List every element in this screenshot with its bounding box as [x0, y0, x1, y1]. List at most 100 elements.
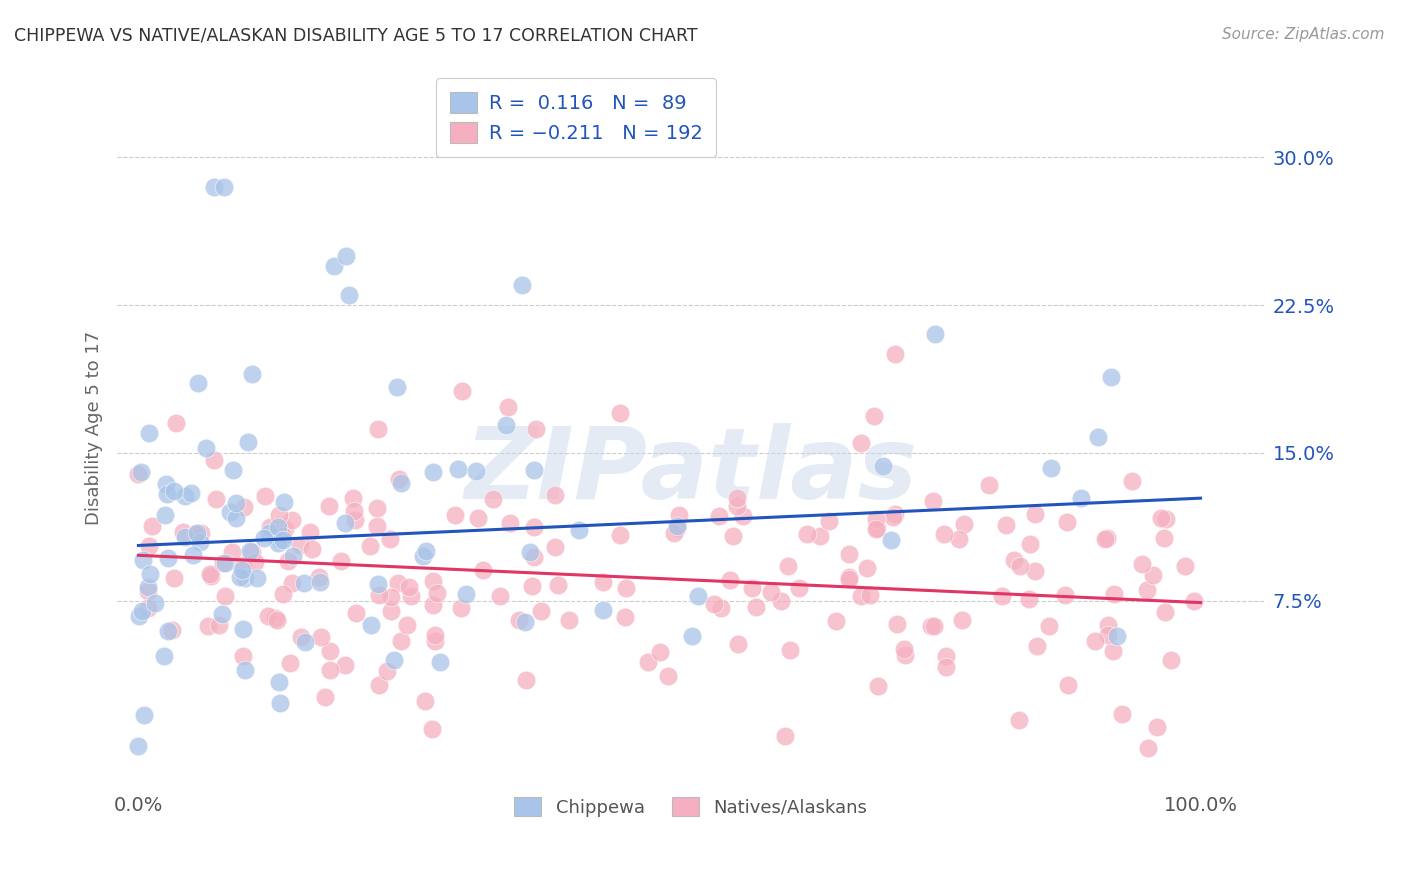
Point: [824, 614, 846, 628]
Point: [204, 492, 226, 507]
Point: [138, 539, 160, 553]
Point: [141, 518, 163, 533]
Point: [131, 465, 153, 479]
Point: [163, 571, 186, 585]
Point: [808, 529, 831, 543]
Point: [779, 643, 801, 657]
Point: [818, 514, 841, 528]
Point: [1097, 618, 1119, 632]
Point: [231, 563, 253, 577]
Point: [856, 560, 879, 574]
Point: [893, 642, 915, 657]
Point: [515, 615, 537, 629]
Point: [229, 570, 252, 584]
Point: [865, 522, 887, 536]
Point: [134, 708, 156, 723]
Point: [523, 550, 546, 565]
Point: [368, 588, 391, 602]
Point: [174, 530, 197, 544]
Text: ZIPatlas: ZIPatlas: [464, 423, 917, 520]
Point: [731, 509, 754, 524]
Point: [232, 558, 254, 572]
Point: [225, 511, 247, 525]
Point: [422, 574, 444, 588]
Point: [796, 526, 818, 541]
Point: [391, 475, 413, 490]
Point: [281, 513, 304, 527]
Point: [884, 507, 907, 521]
Point: [281, 576, 304, 591]
Point: [1099, 370, 1122, 384]
Point: [1121, 474, 1143, 488]
Point: [155, 477, 177, 491]
Point: [838, 572, 860, 586]
Y-axis label: Disability Age 5 to 17: Disability Age 5 to 17: [86, 331, 103, 525]
Point: [254, 489, 277, 503]
Point: [197, 619, 219, 633]
Point: [467, 511, 489, 525]
Point: [330, 554, 353, 568]
Point: [298, 524, 321, 539]
Point: [271, 587, 294, 601]
Point: [1002, 552, 1025, 566]
Point: [127, 739, 149, 754]
Text: Source: ZipAtlas.com: Source: ZipAtlas.com: [1222, 27, 1385, 42]
Point: [273, 495, 295, 509]
Point: [243, 555, 266, 569]
Point: [172, 524, 194, 539]
Point: [1070, 491, 1092, 505]
Point: [558, 613, 581, 627]
Point: [333, 658, 356, 673]
Point: [948, 533, 970, 547]
Point: [1111, 706, 1133, 721]
Point: [335, 249, 357, 263]
Point: [389, 634, 412, 648]
Point: [547, 578, 569, 592]
Point: [368, 678, 391, 692]
Point: [1084, 633, 1107, 648]
Point: [863, 409, 886, 424]
Point: [648, 645, 671, 659]
Point: [592, 575, 614, 590]
Point: [157, 551, 180, 566]
Point: [385, 380, 408, 394]
Point: [314, 690, 336, 704]
Point: [253, 531, 276, 545]
Point: [1024, 564, 1046, 578]
Point: [138, 583, 160, 598]
Point: [520, 579, 543, 593]
Point: [932, 527, 955, 541]
Point: [1102, 644, 1125, 658]
Point: [472, 563, 495, 577]
Point: [318, 499, 340, 513]
Point: [883, 347, 905, 361]
Point: [1174, 558, 1197, 573]
Point: [232, 622, 254, 636]
Point: [725, 491, 748, 506]
Point: [456, 587, 478, 601]
Point: [271, 533, 294, 547]
Point: [922, 493, 945, 508]
Point: [423, 628, 446, 642]
Point: [323, 259, 346, 273]
Point: [725, 499, 748, 513]
Point: [246, 571, 269, 585]
Point: [396, 618, 419, 632]
Point: [872, 459, 894, 474]
Point: [609, 406, 631, 420]
Point: [838, 547, 860, 561]
Point: [741, 581, 763, 595]
Point: [420, 722, 443, 736]
Point: [131, 604, 153, 618]
Point: [366, 501, 388, 516]
Point: [267, 675, 290, 690]
Point: [412, 549, 434, 563]
Point: [979, 478, 1001, 492]
Point: [415, 543, 437, 558]
Point: [523, 520, 546, 534]
Point: [367, 577, 389, 591]
Point: [132, 553, 155, 567]
Point: [202, 179, 225, 194]
Point: [935, 648, 957, 663]
Point: [465, 464, 488, 478]
